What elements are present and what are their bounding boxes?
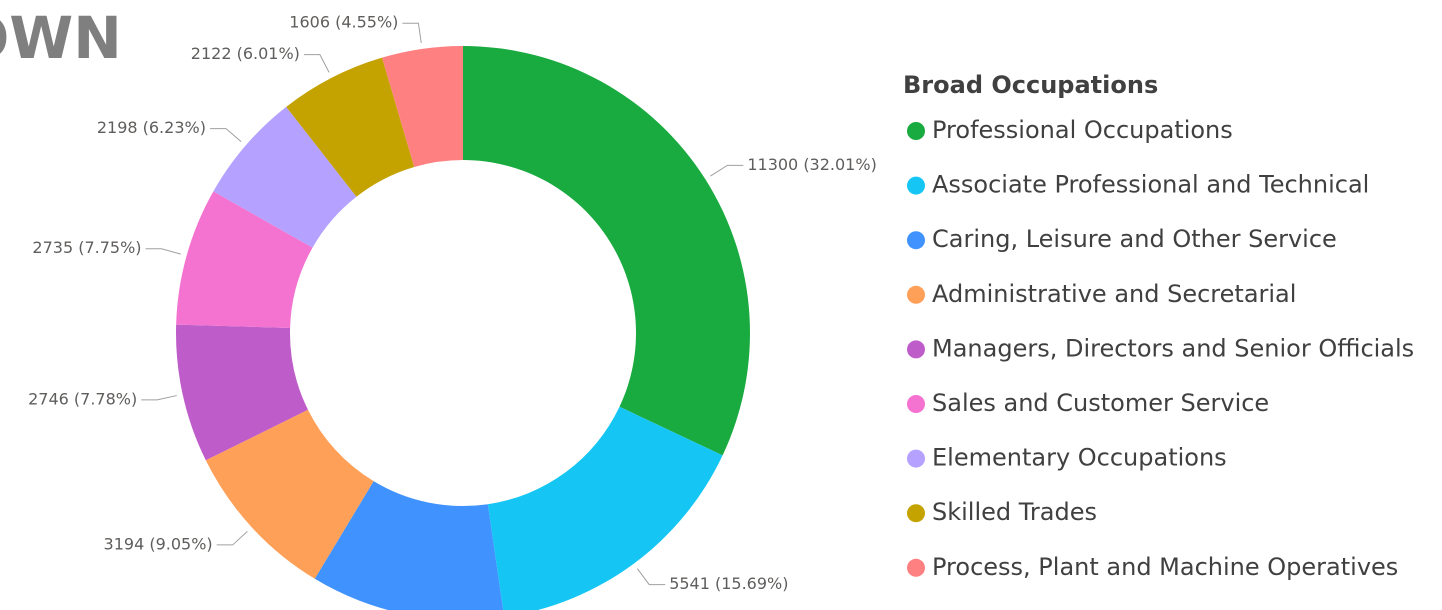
legend-title: Broad Occupations — [903, 71, 1158, 99]
legend-label: Professional Occupations — [932, 116, 1233, 144]
legend-marker — [907, 340, 925, 359]
leader-line — [216, 531, 248, 546]
legend-label: Elementary Occupations — [932, 444, 1227, 472]
legend-label: Caring, Leisure and Other Service — [932, 225, 1337, 253]
legend-label: Managers, Directors and Senior Officials — [932, 334, 1414, 362]
data-label: 2122 (6.01%) — [191, 44, 300, 63]
legend-marker — [907, 558, 925, 577]
legend-marker — [907, 122, 925, 140]
legend-label: Administrative and Secretarial — [932, 280, 1296, 308]
chart-title: OWN — [0, 4, 122, 72]
leader-line — [209, 128, 242, 143]
leader-line — [145, 248, 181, 255]
donut-slice — [175, 324, 308, 461]
leader-line — [303, 54, 330, 73]
data-label: 2198 (6.23%) — [97, 118, 206, 137]
legend-marker — [907, 395, 925, 413]
donut-slice — [314, 481, 504, 610]
leader-line — [402, 22, 422, 44]
legend-label: Skilled Trades — [932, 498, 1097, 526]
donut-slice — [487, 406, 723, 610]
donut-slice — [205, 409, 374, 579]
data-label: 3194 (9.05%) — [104, 534, 213, 553]
legend-marker — [907, 504, 925, 523]
donut-slice — [176, 191, 313, 328]
leader-line — [141, 395, 177, 401]
donut-slice — [213, 106, 357, 248]
legend-marker — [907, 176, 925, 195]
leader-line — [710, 164, 744, 177]
data-label: 11300 (32.01%) — [747, 155, 876, 174]
data-label: 1606 (4.55%) — [289, 13, 398, 32]
donut-slice — [382, 46, 463, 168]
legend-label: Process, Plant and Machine Operatives — [932, 553, 1398, 581]
legend-label: Associate Professional and Technical — [932, 171, 1369, 199]
donut-slice — [463, 46, 750, 456]
data-label: 2746 (7.78%) — [28, 389, 137, 408]
leader-line — [636, 568, 666, 586]
data-label: 2735 (7.75%) — [32, 238, 141, 257]
legend-marker — [907, 449, 925, 468]
donut-slice — [286, 57, 415, 197]
data-label: 5541 (15.69%) — [669, 574, 788, 593]
legend-marker — [907, 285, 925, 304]
legend-label: Sales and Customer Service — [932, 389, 1269, 417]
legend-marker — [907, 231, 925, 250]
